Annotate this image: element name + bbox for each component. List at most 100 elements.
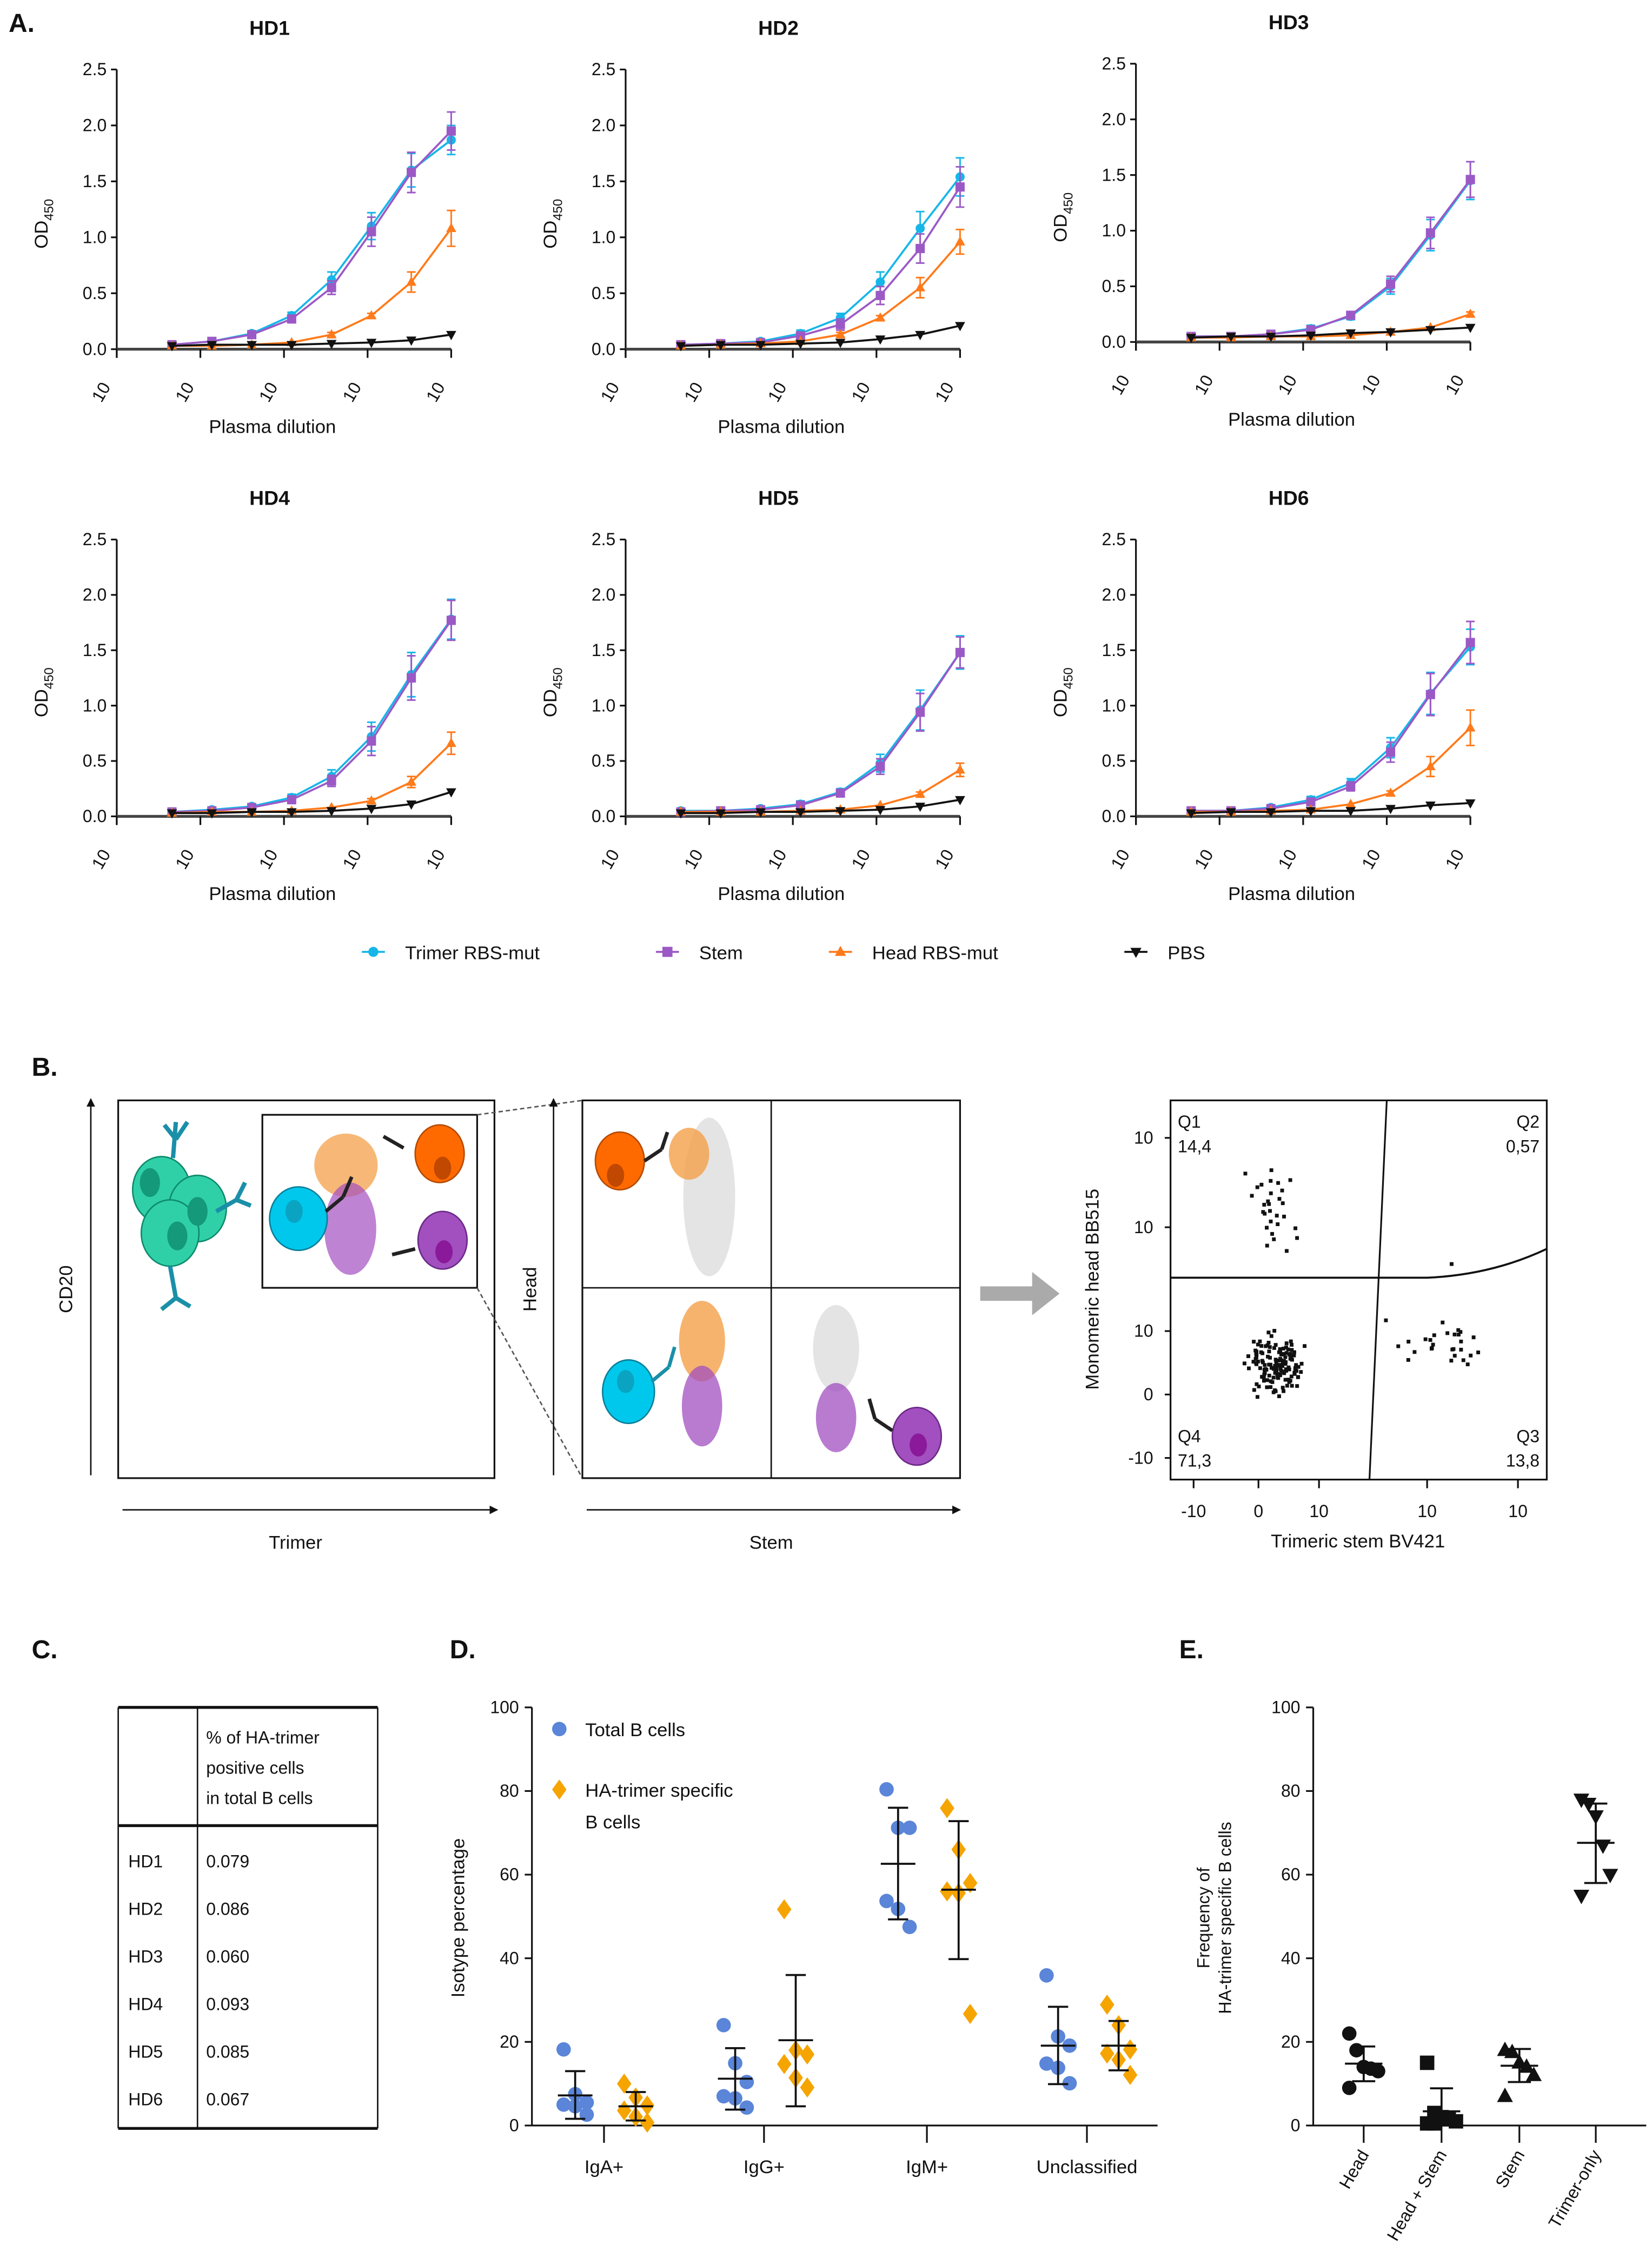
point-pbs	[167, 342, 177, 352]
point-stem	[795, 331, 805, 341]
point-pbs	[1305, 807, 1316, 817]
event-dot	[1269, 1385, 1273, 1389]
x-tick-label-base: 10	[596, 379, 623, 405]
table-value-cell: 0.079	[206, 1852, 249, 1871]
y-tick-label: 2.5	[592, 59, 615, 79]
legend-marker-trimer	[368, 947, 379, 957]
event-dot	[1253, 1348, 1258, 1353]
mean-sd-bar	[558, 2070, 593, 2120]
data-point-total_b	[879, 1894, 894, 1909]
y-tick-label: 20	[500, 2032, 519, 2051]
panel-c-table: % of HA-trimer positive cells in total B c…	[117, 1706, 379, 2130]
panel-title: HD3	[1269, 11, 1309, 34]
event-dot	[1292, 1353, 1296, 1358]
event-dot	[1288, 1353, 1292, 1357]
point-head	[955, 764, 965, 774]
data-point-ha_specific	[963, 2003, 978, 2024]
y-tick-label: 0.0	[83, 806, 107, 826]
mean-sd-bar	[1101, 2020, 1136, 2071]
event-dot	[1476, 1351, 1481, 1354]
b-cell-icon-orange	[414, 1124, 465, 1183]
nucleus-icon	[285, 1200, 303, 1223]
line-pbs	[171, 791, 452, 815]
event-dot	[1280, 1188, 1284, 1193]
table-header-text: positive cells	[206, 1758, 304, 1777]
x-tick-label-base: -10	[1181, 1501, 1206, 1521]
arrow-right-icon	[980, 1272, 1060, 1315]
y-tick-label: 1.5	[1102, 165, 1126, 184]
event-dot	[1268, 1209, 1272, 1213]
event-dot	[1282, 1359, 1286, 1363]
point-stem	[1425, 690, 1435, 699]
legend-marker-ha-specific	[552, 1779, 567, 1800]
panel-letter-d: D.	[450, 1636, 476, 1664]
event-dot	[1396, 1344, 1401, 1348]
point-stem	[955, 647, 965, 657]
table-value-cell: 0.067	[206, 2090, 249, 2109]
table-donor-cell: HD6	[128, 2090, 163, 2109]
point-stem	[446, 126, 456, 136]
x-axis-label: Plasma dilution	[209, 884, 336, 904]
legend-label: HA-trimer specific	[585, 1781, 733, 1801]
event-dot	[1276, 1222, 1280, 1226]
y-tick-label: 0.0	[592, 806, 615, 826]
point-pbs	[286, 808, 297, 818]
x-tick-label-base: 10	[88, 379, 114, 405]
event-dot	[1281, 1364, 1285, 1368]
event-dot	[1278, 1356, 1283, 1361]
head-binder-illustration	[594, 1117, 735, 1276]
y-axis-label-sub: 450	[42, 667, 57, 689]
event-dot	[1270, 1232, 1275, 1236]
legend-label: Total B cells	[585, 1720, 685, 1740]
point-pbs	[1305, 332, 1316, 341]
event-dot	[1262, 1375, 1266, 1379]
event-dot	[1278, 1373, 1282, 1378]
legend-label-stem: Stem	[699, 943, 743, 963]
mean-sd-bar	[880, 1806, 915, 1921]
event-dot	[1254, 1355, 1258, 1360]
y-tick-label: 2.0	[1102, 585, 1126, 605]
line-head	[171, 228, 452, 347]
point-pbs	[1425, 326, 1436, 335]
point-stem	[446, 615, 456, 625]
x-tick-label-base: 10	[1191, 846, 1217, 872]
y-axis-label-main: OD	[540, 221, 561, 249]
event-dot	[1246, 1354, 1250, 1358]
y-tick-label: 0	[1291, 2116, 1301, 2135]
x-tick-label-base: 10	[847, 846, 874, 872]
table-header-text: in total B cells	[206, 1788, 313, 1808]
event-dot	[1267, 1373, 1271, 1378]
x-tick-label: 10	[1309, 1501, 1329, 1521]
x-tick-label-base: 10	[1442, 846, 1468, 872]
event-dot	[1284, 1341, 1289, 1346]
y-tick-label: 0.5	[1102, 751, 1126, 771]
y-tick-label: 0	[1144, 1385, 1153, 1404]
horizontal-gate	[1170, 1248, 1548, 1279]
trimer-binder-illustration	[601, 1301, 725, 1447]
x-tick-label-base: 10	[931, 846, 958, 872]
point-stem	[287, 795, 296, 805]
x-tick-label: 10	[847, 379, 874, 405]
table-value-cell: 0.086	[206, 1899, 249, 1919]
event-dot	[1456, 1328, 1461, 1332]
y-tick-label: 2.0	[1102, 109, 1126, 129]
event-dot	[1265, 1226, 1269, 1230]
nucleus-icon	[140, 1168, 160, 1197]
event-dot	[1272, 1237, 1276, 1241]
quadrant-name: Q4	[1178, 1426, 1201, 1446]
event-dot	[1429, 1347, 1434, 1351]
line-trimer	[680, 176, 961, 346]
table-donor-cell: HD3	[128, 1947, 163, 1967]
point-head	[446, 737, 456, 747]
event-dot	[1428, 1338, 1432, 1342]
event-dot	[1283, 1378, 1288, 1382]
x-tick-label-base: 10	[1358, 372, 1384, 398]
event-dot	[1290, 1358, 1294, 1362]
line-stem	[680, 186, 961, 346]
event-dot	[1276, 1373, 1280, 1377]
mean-sd-bar	[941, 1820, 976, 1961]
event-dot	[1277, 1350, 1281, 1354]
panel-e-frequency-chart: 0 20 40 60 80 100 Frequency of HA-trimer specif…	[1194, 1697, 1647, 2244]
mean-sd-bar	[1345, 2045, 1383, 2082]
x-tick-label: Unclassified	[1037, 2157, 1138, 2177]
